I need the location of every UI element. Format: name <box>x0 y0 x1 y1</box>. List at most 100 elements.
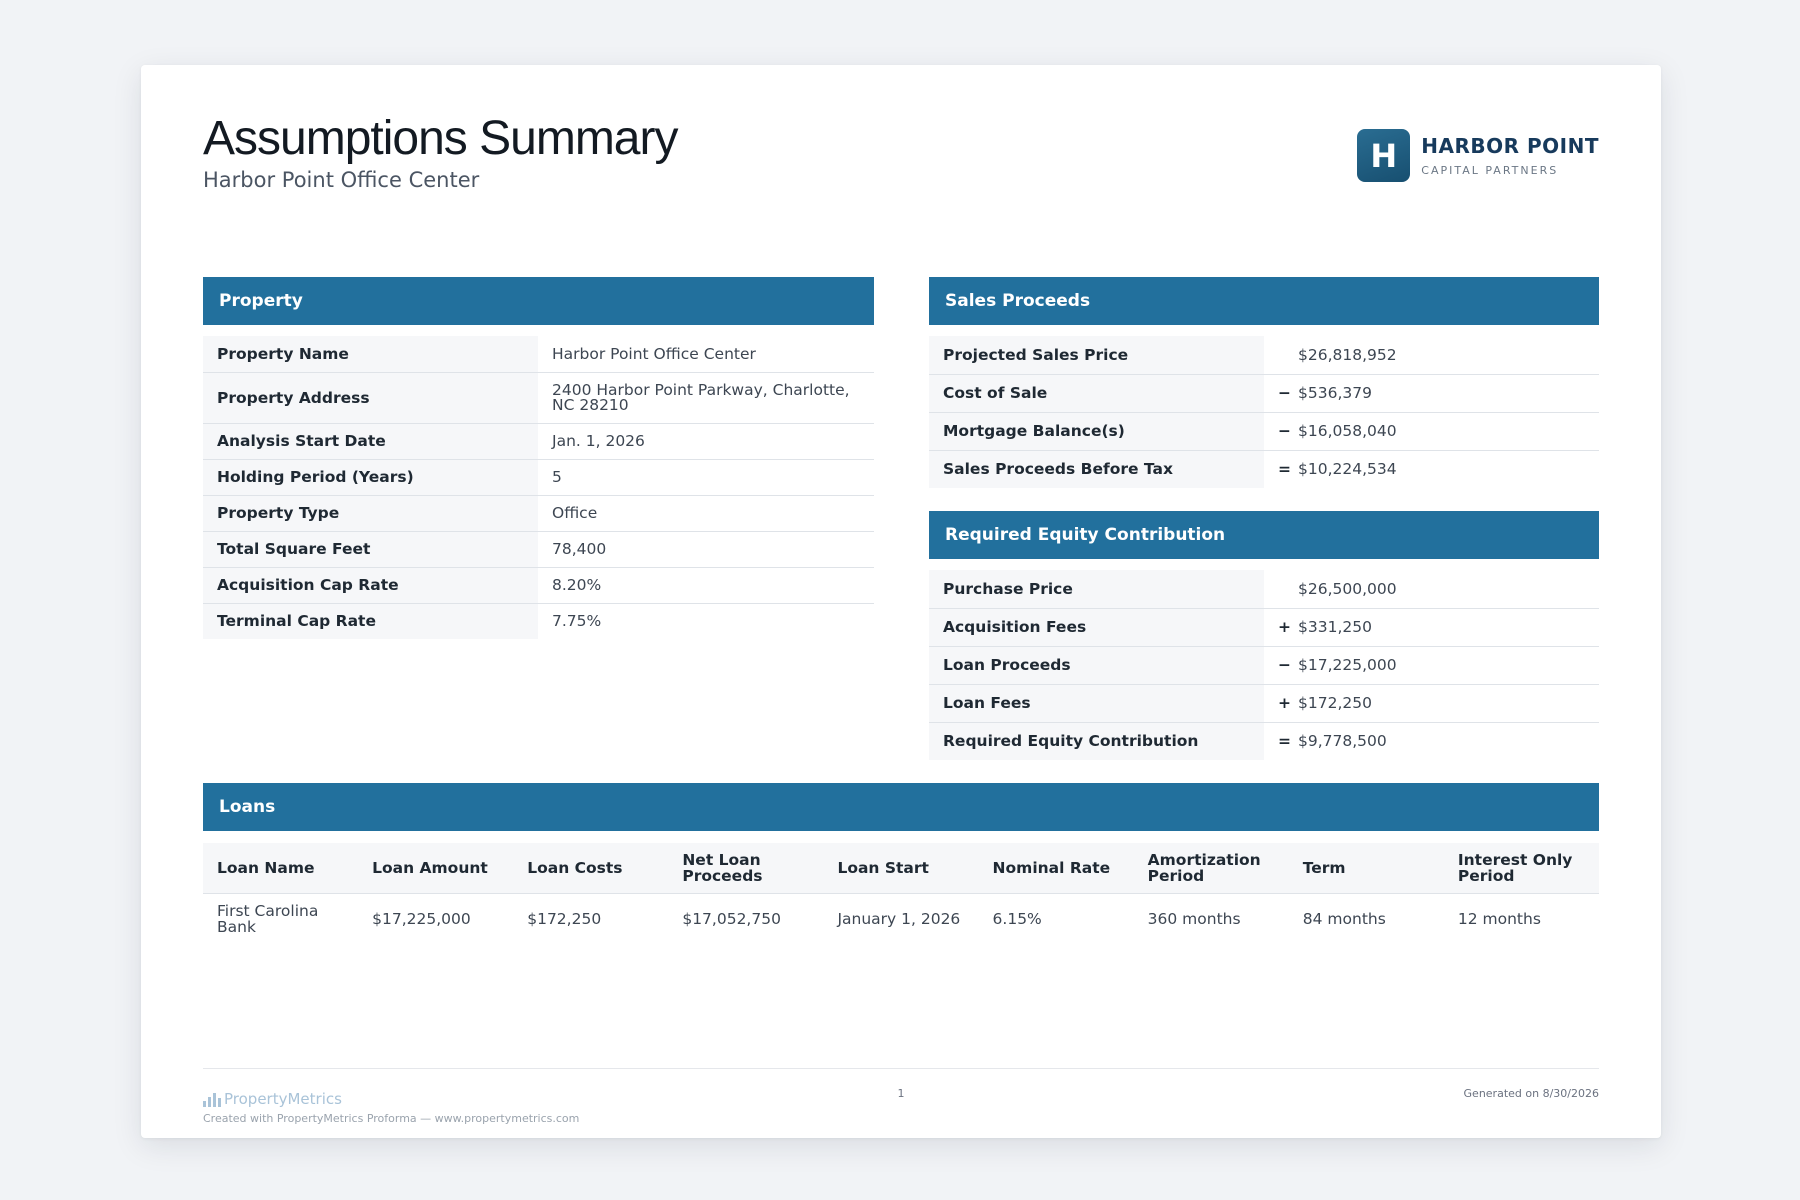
page-subtitle: Harbor Point Office Center <box>203 168 480 192</box>
bar-chart-icon <box>203 1091 221 1107</box>
row-value-cell: + $172,250 <box>1264 683 1599 722</box>
table-cell: 6.15% <box>992 910 1042 928</box>
row-value-cell: $26,818,952 <box>1264 336 1599 374</box>
sales-proceeds-table: Projected Sales Price $26,818,952 Cost of… <box>929 336 1599 488</box>
column-header: Net Loan Proceeds <box>668 843 824 894</box>
table-row: Property Type Office <box>203 494 874 531</box>
column-header: Nominal Rate <box>978 843 1134 894</box>
footer-brand: PropertyMetrics <box>224 1090 342 1108</box>
row-value: $331,250 <box>1298 618 1372 636</box>
table-cell: First Carolina Bank <box>217 902 319 936</box>
company-logo: H HARBOR POINT CAPITAL PARTNERS <box>1357 129 1599 182</box>
table-row: Acquisition Fees + $331,250 <box>929 607 1599 646</box>
table-cell: 84 months <box>1302 910 1386 928</box>
table-row: Mortgage Balance(s) − $16,058,040 <box>929 411 1599 450</box>
row-label: Holding Period (Years) <box>203 458 538 495</box>
row-label: Analysis Start Date <box>203 422 538 459</box>
row-label: Total Square Feet <box>203 530 538 567</box>
row-label: Terminal Cap Rate <box>203 602 538 639</box>
row-value: 5 <box>538 458 874 495</box>
table-cell: $17,052,750 <box>682 910 781 928</box>
table-row: Acquisition Cap Rate 8.20% <box>203 566 874 603</box>
column-header: Amortization Period <box>1133 843 1289 894</box>
footer-divider <box>203 1068 1599 1069</box>
required-equity-header: Required Equity Contribution <box>929 511 1599 559</box>
row-value: $26,500,000 <box>1298 579 1397 598</box>
table-header-row: Loan Name Loan Amount Loan Costs Net Loa… <box>203 843 1599 894</box>
table-row: Analysis Start Date Jan. 1, 2026 <box>203 422 874 459</box>
row-value: $17,225,000 <box>1298 656 1397 674</box>
table-row: Total Square Feet 78,400 <box>203 530 874 567</box>
property-section: Property Property Name Harbor Point Offic… <box>203 277 874 639</box>
operator-symbol: − <box>1278 656 1291 674</box>
row-value: $536,379 <box>1298 384 1372 402</box>
table-cell: $172,250 <box>527 910 602 928</box>
property-table: Property Name Harbor Point Office Center … <box>203 336 874 639</box>
row-label: Property Type <box>203 494 538 531</box>
propertymetrics-logo: PropertyMetrics <box>203 1090 342 1108</box>
row-value: $10,224,534 <box>1298 460 1397 479</box>
row-label: Acquisition Cap Rate <box>203 566 538 603</box>
table-row: Purchase Price $26,500,000 <box>929 570 1599 608</box>
column-header: Term <box>1288 843 1444 894</box>
row-label: Property Address <box>203 371 538 423</box>
row-label: Cost of Sale <box>929 373 1264 412</box>
row-label: Purchase Price <box>929 570 1264 608</box>
loans-header: Loans <box>203 783 1599 831</box>
logo-tagline: CAPITAL PARTNERS <box>1421 164 1559 177</box>
row-value-cell: − $536,379 <box>1264 373 1599 412</box>
row-value-cell: − $17,225,000 <box>1264 645 1599 684</box>
property-header: Property <box>203 277 874 325</box>
row-value: 7.75% <box>538 602 874 639</box>
page-number: 1 <box>897 1087 905 1100</box>
footer-created-text: Created with PropertyMetrics Proforma — … <box>203 1112 580 1125</box>
row-label: Projected Sales Price <box>929 336 1264 374</box>
table-row: Property Name Harbor Point Office Center <box>203 336 874 372</box>
required-equity-section: Required Equity Contribution Purchase Pr… <box>929 511 1599 760</box>
operator-symbol: + <box>1278 694 1291 712</box>
table-row: Loan Fees + $172,250 <box>929 683 1599 722</box>
loans-section: Loans Loan Name Loan Amount Loan Costs N… <box>203 783 1599 944</box>
table-cell: January 1, 2026 <box>837 910 961 928</box>
row-value: 78,400 <box>538 530 874 567</box>
operator-symbol: = <box>1278 460 1291 479</box>
row-label: Acquisition Fees <box>929 607 1264 646</box>
row-value: 8.20% <box>538 566 874 603</box>
row-value: $9,778,500 <box>1298 732 1387 751</box>
operator-symbol: − <box>1278 422 1291 440</box>
table-row: First Carolina Bank $17,225,000 $172,250… <box>203 894 1599 945</box>
row-value: Harbor Point Office Center <box>552 344 756 363</box>
row-value: $26,818,952 <box>1298 345 1397 364</box>
table-row: Property Address 2400 Harbor Point Parkwa… <box>203 371 874 423</box>
table-cell: 12 months <box>1457 910 1541 928</box>
row-value: $172,250 <box>1298 694 1372 712</box>
row-label: Sales Proceeds Before Tax <box>929 449 1264 488</box>
column-header: Interest Only Period <box>1443 843 1599 894</box>
report-page: Assumptions Summary Harbor Point Office … <box>141 65 1661 1138</box>
row-value: $16,058,040 <box>1298 422 1397 440</box>
generated-date: Generated on 8/30/2026 <box>1463 1087 1599 1100</box>
operator-symbol: − <box>1278 384 1291 402</box>
column-header: Loan Costs <box>513 843 669 894</box>
sales-proceeds-section: Sales Proceeds Projected Sales Price $26,… <box>929 277 1599 488</box>
page-title: Assumptions Summary <box>203 112 678 165</box>
row-value: Jan. 1, 2026 <box>538 422 874 459</box>
table-row: Loan Proceeds − $17,225,000 <box>929 645 1599 684</box>
row-label: Loan Fees <box>929 683 1264 722</box>
column-header: Loan Start <box>823 843 979 894</box>
row-value-cell: = $9,778,500 <box>1264 721 1599 760</box>
row-value-cell: + $331,250 <box>1264 607 1599 646</box>
row-label: Mortgage Balance(s) <box>929 411 1264 450</box>
logo-text: HARBOR POINT CAPITAL PARTNERS <box>1421 134 1599 177</box>
logo-mark-icon: H <box>1357 129 1411 182</box>
required-equity-table: Purchase Price $26,500,000 Acquisition Fe… <box>929 570 1599 760</box>
table-cell: $17,225,000 <box>372 910 471 928</box>
row-value-cell: = $10,224,534 <box>1264 449 1599 488</box>
row-label: Required Equity Contribution <box>929 721 1264 760</box>
row-value-cell: $26,500,000 <box>1264 570 1599 608</box>
table-row: Terminal Cap Rate 7.75% <box>203 602 874 639</box>
table-row: Projected Sales Price $26,818,952 <box>929 336 1599 374</box>
row-label: Loan Proceeds <box>929 645 1264 684</box>
table-row: Holding Period (Years) 5 <box>203 458 874 495</box>
sales-proceeds-header: Sales Proceeds <box>929 277 1599 325</box>
